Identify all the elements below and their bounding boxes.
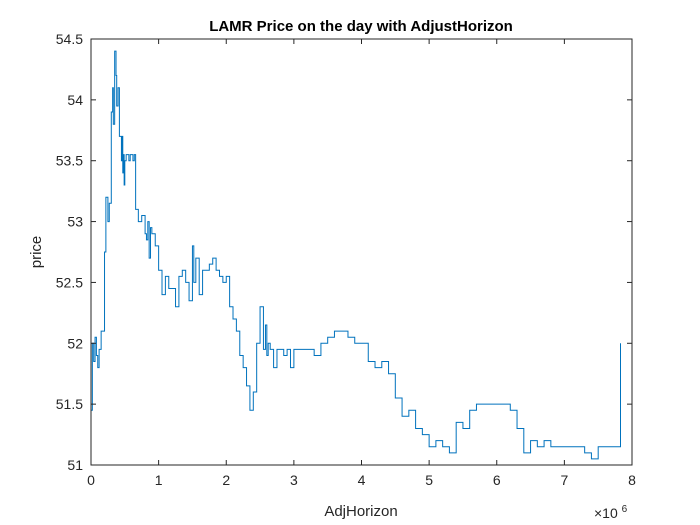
plot-area [91, 39, 632, 465]
y-tick-label: 53 [67, 214, 83, 230]
y-tick-label: 52.5 [56, 274, 83, 290]
x-ticks: 0 1 2 3 4 5 6 7 8 [87, 39, 636, 488]
x-tick-label: 6 [493, 472, 501, 488]
x-axis-label: AdjHorizon [324, 503, 397, 520]
y-tick-label: 54.5 [56, 31, 83, 47]
x-tick-label: 2 [222, 472, 230, 488]
y-tick-label: 52 [67, 335, 83, 351]
line-layer [91, 50, 621, 460]
y-tick-label: 51 [67, 457, 83, 473]
x-tick-label: 8 [628, 472, 636, 488]
x-tick-label: 0 [87, 472, 95, 488]
y-tick-label: 53.5 [56, 153, 83, 169]
x-tick-label: 7 [560, 472, 568, 488]
y-tick-label: 51.5 [56, 396, 83, 412]
x-tick-label: 4 [358, 472, 366, 488]
x-exponent-power: 6 [622, 504, 628, 515]
x-tick-label: 3 [290, 472, 298, 488]
chart-title: LAMR Price on the day with AdjustHorizon [209, 18, 513, 35]
x-exponent-base: ×10 [594, 505, 618, 521]
x-exponent-label: ×10 6 [594, 504, 628, 521]
y-ticks: 51 51.5 52 52.5 53 53.5 54 54.5 [56, 31, 632, 473]
x-tick-label: 1 [155, 472, 163, 488]
x-tick-label: 5 [425, 472, 433, 488]
y-axis-label: price [28, 236, 45, 269]
price-series-line [91, 50, 621, 460]
y-tick-label: 54 [67, 92, 83, 108]
